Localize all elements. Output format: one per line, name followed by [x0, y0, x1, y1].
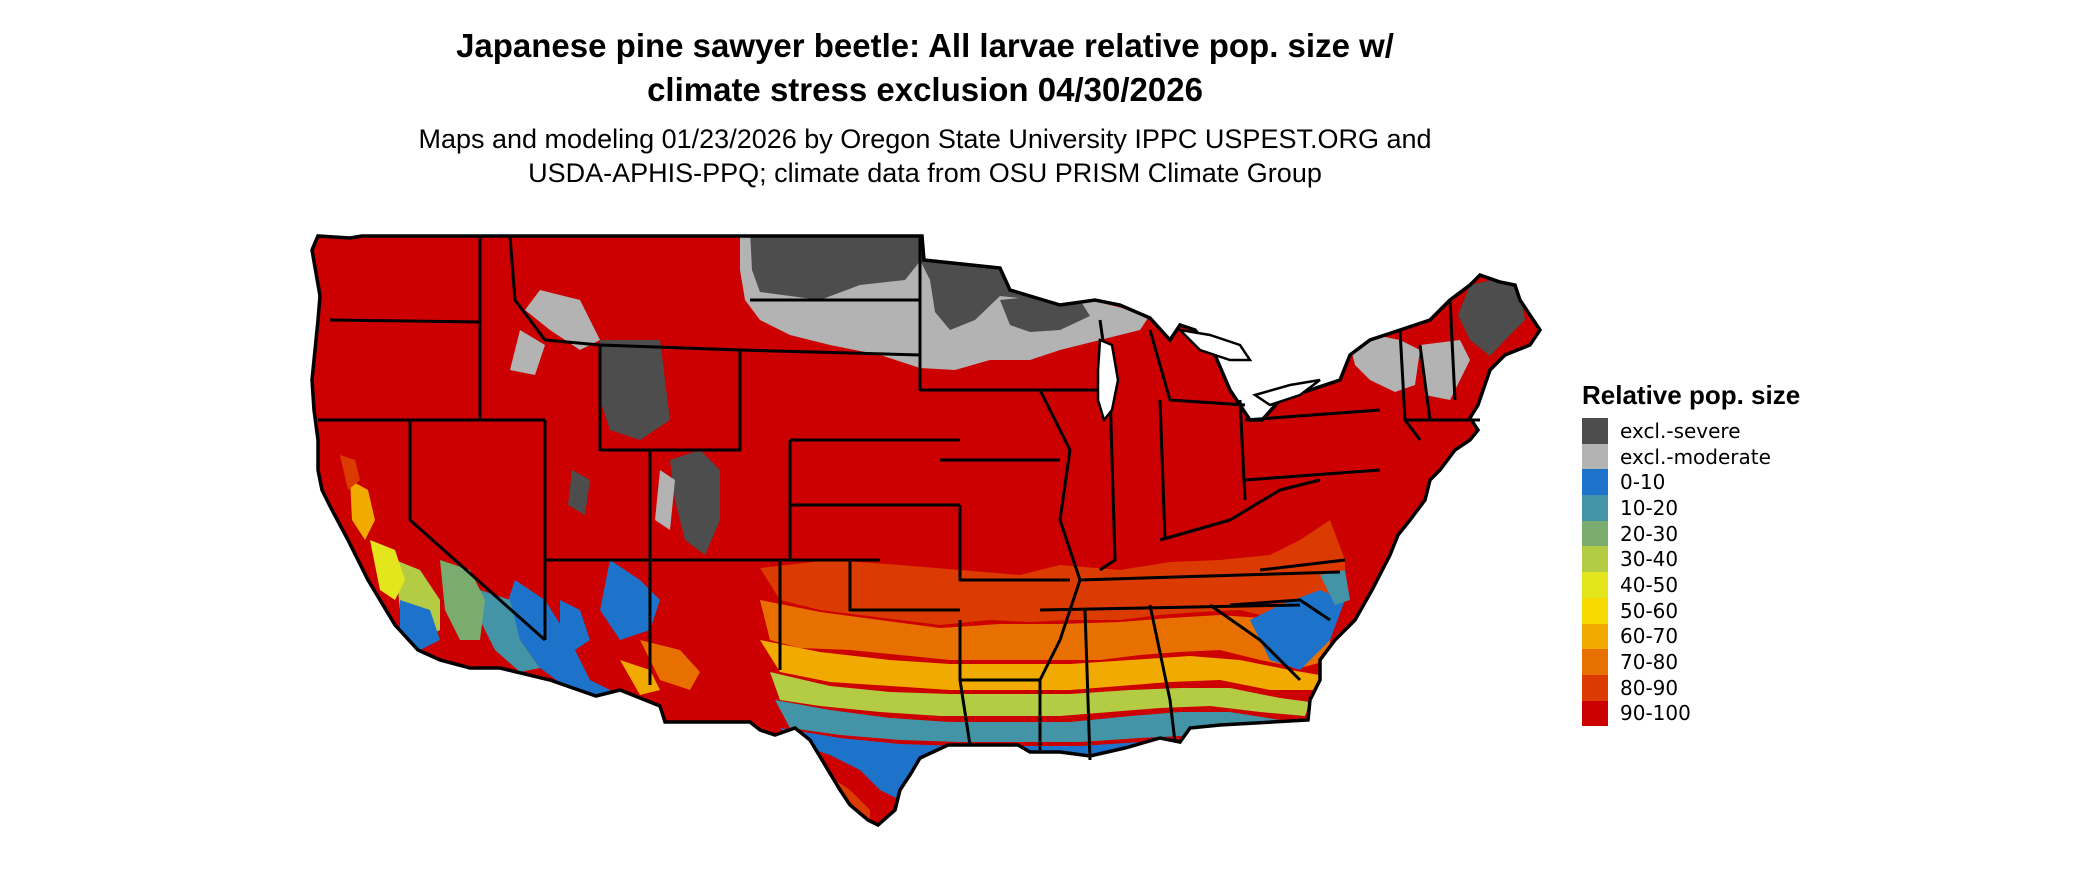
legend-label: excl.-severe: [1620, 418, 1741, 443]
legend-swatch: [1582, 469, 1608, 496]
legend-swatch: [1582, 443, 1608, 470]
legend-label: 80-90: [1620, 675, 1679, 700]
legend-item: 70-80: [1582, 649, 1800, 675]
legend-item: 30-40: [1582, 546, 1800, 573]
legend-swatch: [1582, 546, 1608, 573]
legend-item: 10-20: [1582, 495, 1800, 521]
map-subtitle: Maps and modeling 01/23/2026 by Oregon S…: [0, 122, 1850, 190]
title-line-2: climate stress exclusion 04/30/2026: [647, 71, 1203, 108]
legend-item: 40-50: [1582, 572, 1800, 598]
legend-item: excl.-severe: [1582, 418, 1800, 444]
legend-items: excl.-severe excl.-moderate 0-10 10-20 20-30…: [1582, 418, 1800, 727]
legend-title: Relative pop. size: [1582, 380, 1801, 410]
legend-item: 80-90: [1582, 674, 1800, 701]
legend-label: 60-70: [1620, 624, 1679, 649]
legend-label: 70-80: [1620, 650, 1679, 675]
legend-swatch: [1582, 418, 1608, 444]
legend-label: 90-100: [1620, 701, 1691, 726]
subtitle-line-1: Maps and modeling 01/23/2026 by Oregon S…: [418, 124, 1432, 154]
legend-item: excl.-moderate: [1582, 443, 1800, 470]
subtitle-line-2: USDA-APHIS-PPQ; climate data from OSU PR…: [528, 158, 1322, 188]
legend-label: 0-10: [1620, 470, 1666, 495]
legend-swatch: [1582, 597, 1608, 624]
legend-item: 20-30: [1582, 520, 1800, 547]
legend-label: excl.-moderate: [1620, 444, 1771, 469]
legend-label: 10-20: [1620, 495, 1679, 520]
state-boundaries: [318, 235, 1480, 761]
legend-swatch: [1582, 674, 1608, 701]
title-line-1: Japanese pine sawyer beetle: All larvae …: [456, 27, 1394, 64]
legend-swatch: [1582, 623, 1608, 650]
legend-item: 90-100: [1582, 700, 1800, 727]
legend-swatch: [1582, 649, 1608, 675]
legend-swatch: [1582, 700, 1608, 727]
legend-swatch: [1582, 495, 1608, 521]
great-lakes: [1096, 328, 1321, 423]
legend-swatch: [1582, 572, 1608, 598]
legend-label: 40-50: [1620, 572, 1679, 597]
legend-item: 0-10: [1582, 469, 1800, 496]
legend-item: 60-70: [1582, 623, 1800, 650]
legend-label: 50-60: [1620, 598, 1679, 623]
legend-label: 20-30: [1620, 521, 1679, 546]
legend: Relative pop. size excl.-severe excl.-mod…: [1582, 378, 1801, 727]
map-title: Japanese pine sawyer beetle: All larvae …: [0, 24, 1850, 112]
legend-item: 50-60: [1582, 597, 1800, 624]
legend-swatch: [1582, 520, 1608, 547]
legend-label: 30-40: [1620, 547, 1679, 572]
